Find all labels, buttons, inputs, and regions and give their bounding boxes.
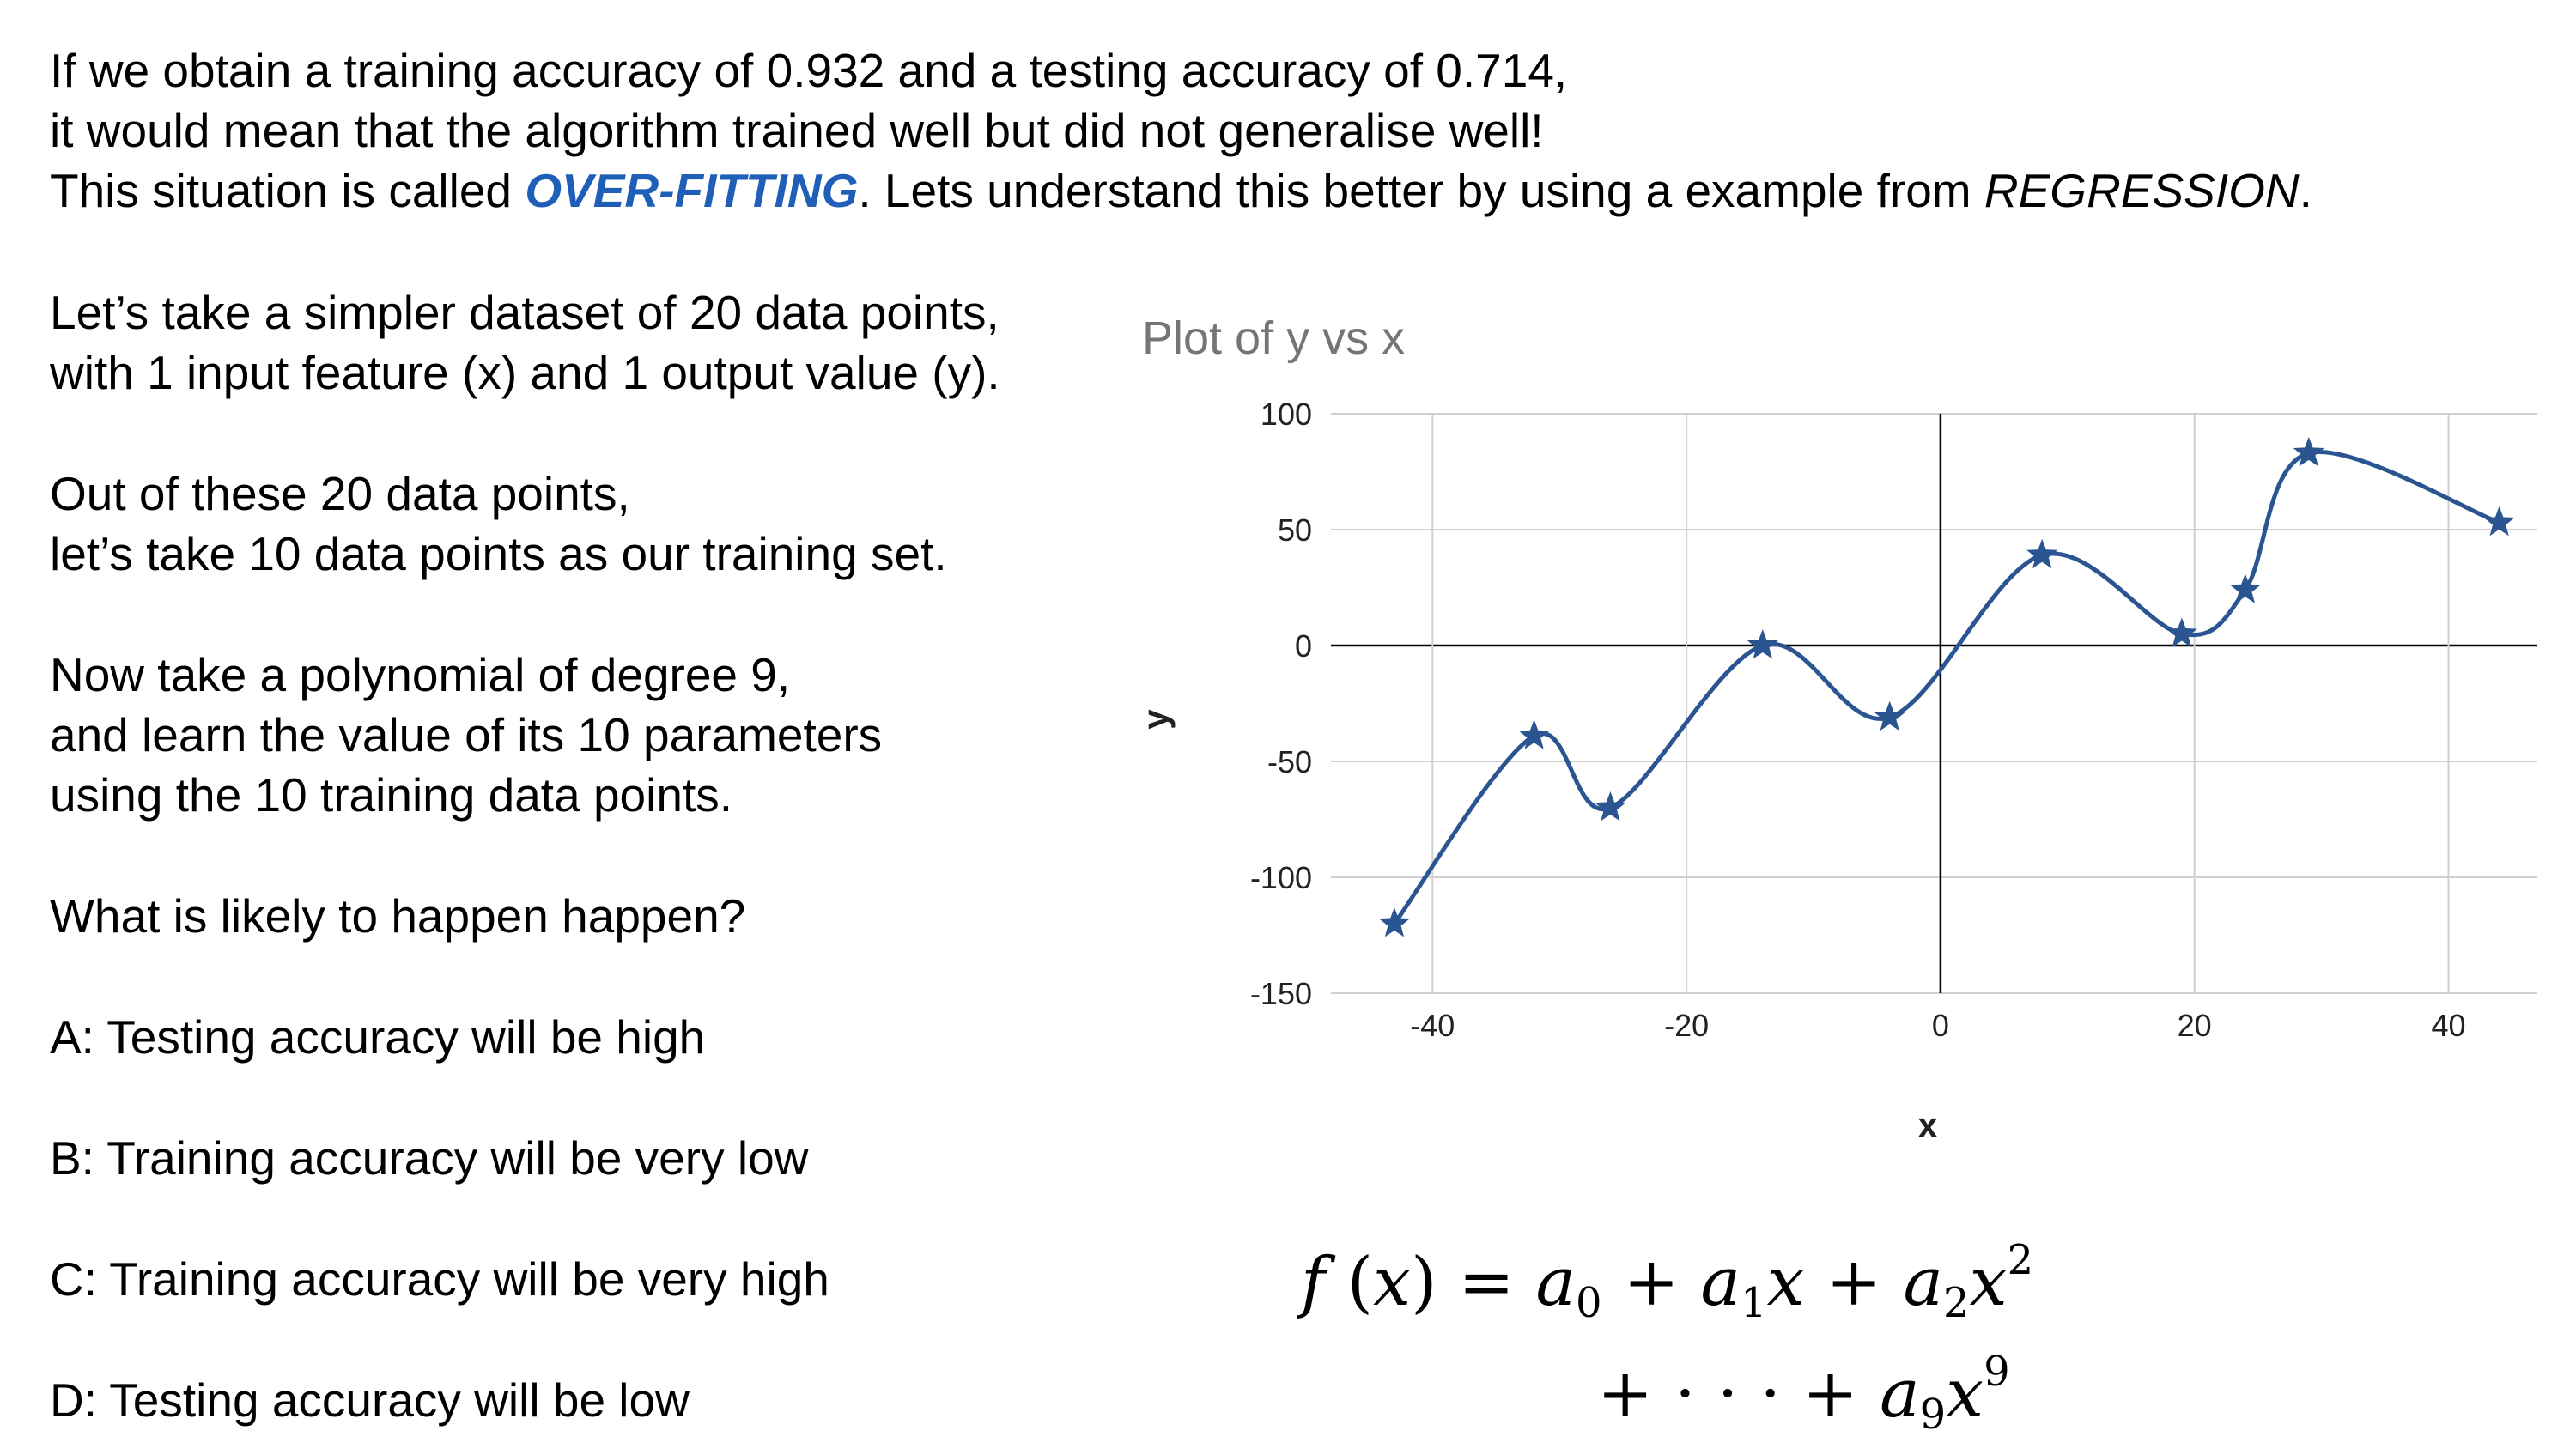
formula-power-2: 2 bbox=[2007, 1236, 2034, 1284]
formula-x: x bbox=[1373, 1244, 1412, 1321]
y-tick-label: 100 bbox=[1261, 397, 1312, 432]
y-tick-label: 0 bbox=[1295, 628, 1312, 664]
star-icon bbox=[2026, 538, 2058, 569]
star-icon bbox=[2483, 506, 2515, 537]
formula-line-1: f (x) = a0 + a1x + a2x2 bbox=[1301, 1236, 2033, 1327]
formula-x2: x bbox=[1969, 1244, 2008, 1321]
regression-term: REGRESSION bbox=[1984, 164, 2300, 217]
intro-line-1: If we obtain a training accuracy of 0.93… bbox=[50, 44, 1568, 97]
formula-x9: x bbox=[1946, 1355, 1984, 1433]
x-tick-label: -40 bbox=[1410, 1008, 1455, 1043]
intro-line-3-end: . bbox=[2299, 164, 2312, 217]
y-tick-label: -50 bbox=[1267, 744, 1312, 779]
formula-x1: x bbox=[1766, 1244, 1805, 1321]
formula-plus-3: + bbox=[1597, 1355, 1675, 1433]
y-tick-label: -100 bbox=[1250, 860, 1312, 895]
x-tick-label: 20 bbox=[2178, 1008, 2212, 1043]
formula-plus-4: + bbox=[1781, 1355, 1880, 1433]
y-tick-label: -150 bbox=[1250, 976, 1312, 1011]
formula-paren-close: ) bbox=[1411, 1244, 1437, 1321]
x-tick-label: 0 bbox=[1932, 1008, 1949, 1043]
series-line bbox=[1392, 450, 2500, 925]
paragraph-3-line-2: and learn the value of its 10 parameters bbox=[50, 708, 883, 761]
formula-paren-open: ( bbox=[1325, 1244, 1374, 1321]
star-icon bbox=[2166, 617, 2197, 647]
y-tick-label: 50 bbox=[1278, 512, 1312, 548]
option-d: D: Testing accuracy will be low bbox=[50, 1373, 690, 1427]
formula-sub-0: 0 bbox=[1576, 1279, 1602, 1327]
star-icon bbox=[2293, 436, 2324, 467]
paragraph-3-line-3: using the 10 training data points. bbox=[50, 768, 733, 822]
star-icon bbox=[1378, 907, 1410, 937]
paragraph-2-line-1: Out of these 20 data points, bbox=[50, 467, 630, 520]
star-icon bbox=[1874, 700, 1905, 731]
chart-title: Plot of y vs x bbox=[1142, 312, 1405, 364]
formula-plus-1: + bbox=[1601, 1244, 1701, 1321]
paragraph-1-line-2: with 1 input feature (x) and 1 output va… bbox=[50, 346, 1000, 399]
paragraph-2-line-2: let’s take 10 data points as our trainin… bbox=[50, 527, 947, 580]
paragraph-3-line-1: Now take a polynomial of degree 9, bbox=[50, 648, 791, 701]
y-axis-label: y bbox=[1135, 709, 1176, 730]
intro-line-3-middle: . Lets understand this better by using a… bbox=[858, 164, 1984, 217]
paragraph-1-line-1: Let’s take a simpler dataset of 20 data … bbox=[50, 286, 999, 339]
question: What is likely to happen happen? bbox=[50, 889, 746, 943]
star-icon bbox=[1747, 629, 1778, 659]
x-tick-label: 40 bbox=[2431, 1008, 2465, 1043]
option-c: C: Training accuracy will be very high bbox=[50, 1252, 829, 1306]
formula-a2: a bbox=[1903, 1244, 1944, 1321]
formula-sub-2: 2 bbox=[1943, 1279, 1970, 1327]
formula-line-2: + · · · + a9x9 bbox=[1597, 1348, 2010, 1439]
formula-a9: a bbox=[1880, 1355, 1920, 1433]
formula-equals: = bbox=[1437, 1244, 1536, 1321]
formula-dots: · · · bbox=[1674, 1355, 1782, 1433]
formula-a1: a bbox=[1700, 1244, 1741, 1321]
star-icon bbox=[1518, 719, 1550, 749]
intro-line-3: This situation is called OVER-FITTING. L… bbox=[50, 161, 2312, 221]
intro-line-2: it would mean that the algorithm trained… bbox=[50, 104, 1544, 157]
overfitting-term: OVER-FITTING bbox=[525, 164, 859, 217]
formula-a0: a bbox=[1535, 1244, 1577, 1321]
star-icon bbox=[2229, 573, 2261, 603]
option-b: B: Training accuracy will be very low bbox=[50, 1131, 809, 1185]
formula-sub-9: 9 bbox=[1919, 1391, 1947, 1439]
intro-line-3-start: This situation is called bbox=[50, 164, 526, 217]
formula-power-9: 9 bbox=[1984, 1348, 2010, 1396]
x-axis-label: x bbox=[1917, 1105, 1938, 1145]
formula-f: f bbox=[1301, 1244, 1326, 1321]
x-tick-label: -20 bbox=[1664, 1008, 1709, 1043]
star-icon bbox=[1595, 791, 1626, 822]
formula-sub-1: 1 bbox=[1741, 1279, 1767, 1327]
formula-plus-2: + bbox=[1804, 1244, 1904, 1321]
option-a: A: Testing accuracy will be high bbox=[50, 1010, 706, 1064]
